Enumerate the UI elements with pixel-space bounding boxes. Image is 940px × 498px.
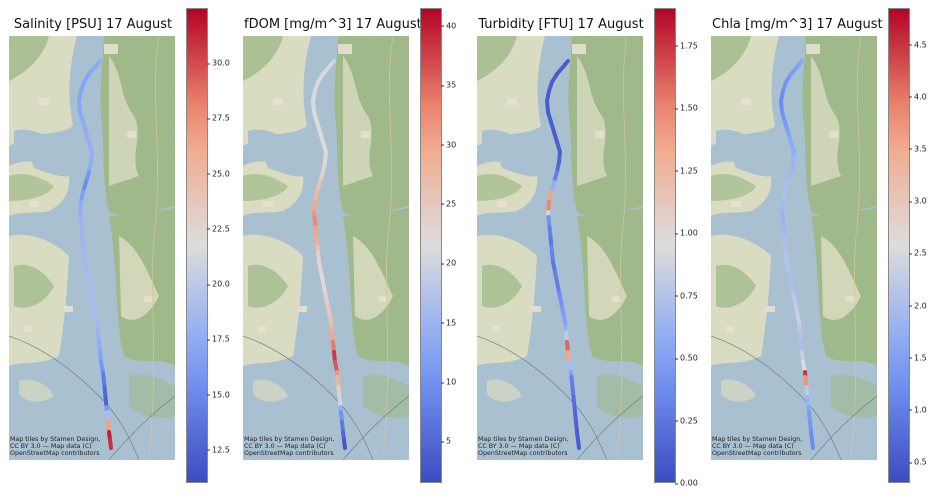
colorbar-tick-label: 30.0 [207,58,230,68]
colorbar-tick-label: 1.0 [909,405,927,415]
track-segment [810,442,815,450]
colorbar-tick-label: 30 [440,140,457,150]
colorbar-tick-label: 1.75 [675,41,698,50]
map-panel-4: Chla [mg/m^3] 17 August Map tiles by Stam… [702,0,936,498]
colorbar-tick-label: 25 [440,199,457,209]
colorbar-tick-label: 17.5 [207,334,230,344]
colorbar-tick-label: 1.50 [675,103,698,113]
map-panel-3: Turbidity [FTU] 17 August Map tiles by St… [468,0,702,498]
colorbar-tick-label: 20.0 [207,279,230,289]
colorbar-tick-label: 4.0 [909,92,927,102]
colorbar [186,8,208,483]
colorbar-tick-label: 0.50 [675,353,698,363]
colorbar-tick-label: 40 [440,21,457,31]
panel-title: Salinity [PSU] 17 August [13,17,173,32]
colorbar-tick-label: 0.5 [909,457,927,467]
colorbar-tick-label: 20 [440,258,457,268]
basemap: Map tiles by Stamen Design, CC BY 3.0 — … [477,36,643,460]
colorbar-tick-label: 1.00 [675,228,698,238]
panel-title: fDOM [mg/m^3] 17 August [244,17,422,32]
map-svg [477,36,643,460]
colorbar-tick-label: 1.25 [675,166,698,175]
colorbar-tick-label: 27.5 [207,113,230,123]
colorbar-tick-label: 3.5 [909,144,927,154]
map-svg [243,36,409,460]
colorbar [420,8,442,483]
colorbar-tick-label: 15.0 [207,390,230,400]
colorbar-tick-label: 10 [440,377,457,387]
colorbar-tick-label: 25.0 [207,169,230,179]
map-attribution: Map tiles by Stamen Design, CC BY 3.0 — … [478,436,569,457]
colorbar-tick-label: 3.0 [909,196,927,206]
colorbar [654,8,676,483]
track-segment [342,442,347,450]
panel-title: Chla [mg/m^3] 17 August [712,17,883,32]
colorbar-tick-label: 2.0 [909,301,927,311]
basemap: Map tiles by Stamen Design, CC BY 3.0 — … [711,36,877,460]
colorbar-tick-label: 1.5 [909,353,927,363]
colorbar-tick-label: 4.5 [909,40,927,50]
map-attribution: Map tiles by Stamen Design, CC BY 3.0 — … [712,436,803,457]
map-attribution: Map tiles by Stamen Design, CC BY 3.0 — … [244,436,335,457]
colorbar-tick-label: 22.5 [207,224,230,234]
colorbar [888,8,910,483]
track-segment [108,442,113,450]
basemap: Map tiles by Stamen Design, CC BY 3.0 — … [9,36,175,460]
colorbar-tick-label: 15 [440,318,457,328]
colorbar-tick-label: 2.5 [909,248,927,258]
map-svg [711,36,877,460]
colorbar-tick-label: 0.00 [675,478,698,488]
colorbar-tick-label: 0.75 [675,291,698,300]
panel-title: Turbidity [FTU] 17 August [478,17,644,32]
map-svg [9,36,175,460]
map-panel-1: Salinity [PSU] 17 August Map tiles by Sta… [0,0,234,498]
basemap: Map tiles by Stamen Design, CC BY 3.0 — … [243,36,409,460]
colorbar-tick-label: 5 [440,436,452,446]
map-attribution: Map tiles by Stamen Design, CC BY 3.0 — … [10,436,101,457]
colorbar-tick-label: 0.25 [675,416,698,425]
colorbar-tick-label: 12.5 [207,445,230,455]
track-segment [576,442,581,450]
map-panel-2: fDOM [mg/m^3] 17 August Map tiles by Stam… [234,0,468,498]
colorbar-tick-label: 35 [440,80,457,90]
